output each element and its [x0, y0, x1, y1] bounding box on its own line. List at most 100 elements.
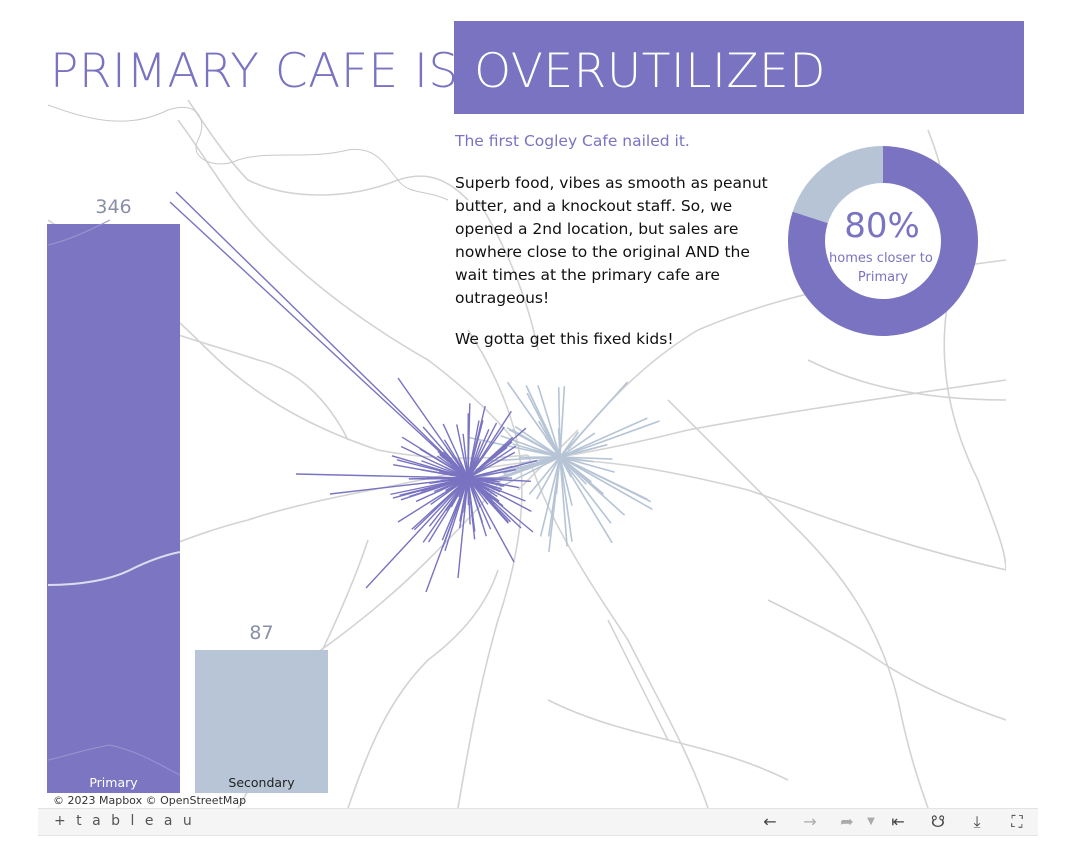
spider-line	[467, 451, 516, 479]
spider-line	[467, 477, 489, 505]
spider-line	[467, 477, 534, 533]
spider-line	[467, 403, 471, 479]
lead-text: The first Cogley Cafe nailed it.	[455, 132, 690, 150]
spider-line	[506, 381, 561, 458]
paragraph-1: Superb food, vibes as smooth as peanut b…	[455, 174, 768, 307]
spider-line	[559, 431, 579, 458]
spider-line	[528, 456, 561, 495]
spider-line	[457, 477, 469, 579]
donut-center-label: homes closer to Primary	[829, 251, 937, 285]
spider-line	[467, 477, 471, 525]
donut-label-line2: Primary	[858, 270, 909, 285]
share-icon: ☋	[930, 812, 946, 831]
spider-line	[467, 477, 492, 530]
spider-line	[537, 384, 561, 458]
spider-line	[467, 477, 487, 537]
spider-line	[467, 422, 498, 479]
spider-lines	[169, 191, 660, 593]
spider-line	[559, 456, 573, 542]
arrow-right-icon: →	[803, 812, 817, 831]
map-attribution[interactable]: © 2023 Mapbox © OpenStreetMap	[53, 794, 247, 807]
spider-line	[548, 456, 561, 553]
spider-line	[559, 420, 660, 458]
undo-button[interactable]: ←	[759, 812, 781, 832]
donut-label-line1: homes closer to	[829, 251, 933, 266]
spider-line	[295, 473, 469, 479]
spider-line	[467, 420, 480, 479]
spider-line	[467, 459, 538, 479]
share-button[interactable]: ☋	[927, 812, 949, 832]
spider-line	[559, 456, 594, 463]
spider-line	[169, 201, 469, 479]
spider-line	[467, 477, 515, 563]
spider-line	[428, 477, 469, 527]
spider-line	[467, 477, 496, 481]
fullscreen-icon: ⛶	[1011, 812, 1023, 831]
spider-line	[464, 456, 561, 482]
map[interactable]	[48, 100, 1006, 808]
spider-line	[559, 381, 629, 458]
spider-line	[365, 477, 469, 589]
spider-line	[415, 477, 469, 503]
tableau-logo[interactable]: + t a b l e a u	[54, 813, 195, 829]
first-icon: ⇤	[891, 812, 905, 831]
reset-button[interactable]: ⇤	[887, 812, 909, 832]
title-highlight: OVERUTILIZED	[474, 44, 826, 99]
download-button[interactable]: ⤓	[966, 812, 988, 832]
spider-line	[559, 456, 573, 476]
spider-line	[397, 377, 469, 479]
spider-line	[536, 456, 561, 500]
spider-line	[559, 456, 653, 511]
spider-line	[559, 456, 612, 524]
paragraph-2: We gotta get this fixed kids!	[455, 330, 674, 348]
tableau-toolbar: + t a b l e a u ← → ➦ ▼ ⇤ ☋ ⤓ ⛶	[38, 808, 1038, 836]
map-rivers	[48, 104, 449, 201]
spider-line	[425, 477, 469, 593]
narrative-text: The first Cogley Cafe nailed it. Superb …	[455, 130, 785, 369]
redo-button[interactable]: →	[799, 812, 821, 832]
spider-line	[559, 456, 573, 506]
page-title: PRIMARY CAFE IS OVERUTILIZED	[50, 42, 826, 102]
spider-line	[559, 386, 566, 458]
spider-line	[422, 477, 469, 543]
spider-line	[393, 463, 469, 479]
spider-line	[442, 423, 469, 479]
spider-line	[467, 426, 505, 479]
spider-line	[397, 477, 469, 523]
spider-line	[456, 424, 469, 479]
spider-line	[399, 477, 469, 497]
spider-line	[559, 432, 596, 458]
donut-chart[interactable]: 80% homes closer to Primary	[783, 141, 983, 341]
revert-icon: ➦	[840, 812, 854, 831]
spider-line	[557, 387, 561, 458]
title-prefix: PRIMARY CAFE IS	[50, 44, 475, 99]
arrow-left-icon: ←	[763, 812, 777, 831]
spider-line	[498, 456, 561, 489]
spider-line	[400, 445, 469, 479]
download-icon: ⤓	[973, 812, 981, 831]
spider-line	[559, 456, 580, 468]
spider-line	[539, 456, 561, 537]
fullscreen-button[interactable]: ⛶	[1006, 812, 1028, 832]
spider-line	[467, 429, 490, 479]
spider-line	[329, 477, 469, 495]
spider-line	[462, 433, 469, 479]
spider-line	[525, 385, 561, 458]
spider-line	[559, 417, 648, 458]
donut-hole	[825, 183, 941, 299]
spider-line	[559, 456, 613, 460]
chevron-down-icon: ▼	[867, 816, 875, 827]
spider-line	[175, 191, 469, 479]
revert-dropdown[interactable]: ▼	[860, 812, 882, 832]
title-highlight-band	[454, 21, 1024, 114]
spider-line	[506, 427, 561, 458]
spider-line	[559, 456, 626, 516]
donut-center-value: 80%	[844, 206, 920, 246]
spider-line	[467, 441, 513, 479]
spider-line	[467, 477, 495, 489]
spider-line	[467, 477, 476, 532]
revert-button[interactable]: ➦	[836, 812, 858, 832]
spider-line	[559, 456, 615, 473]
spider-line	[559, 456, 568, 547]
spider-line	[559, 443, 608, 458]
